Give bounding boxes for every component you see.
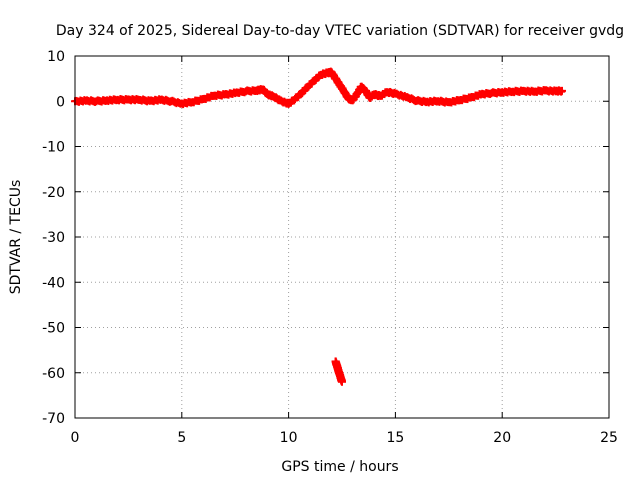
- chart-title: Day 324 of 2025, Sidereal Day-to-day VTE…: [56, 23, 624, 39]
- x-tick-label: 20: [493, 430, 511, 446]
- data-point: [338, 377, 346, 386]
- y-tick-label: -70: [42, 411, 65, 427]
- grid: [75, 56, 609, 418]
- x-axis-label: GPS time / hours: [281, 459, 398, 475]
- x-tick-label: 10: [280, 430, 298, 446]
- y-tick-label: -20: [42, 185, 65, 201]
- y-tick-label: -10: [42, 140, 65, 156]
- x-tick-label: 5: [177, 430, 186, 446]
- y-tick-label: -30: [42, 230, 65, 246]
- y-tick-label: -60: [42, 366, 65, 382]
- y-axis-label: SDTVAR / TECUs: [8, 180, 24, 295]
- x-tick-label: 15: [386, 430, 404, 446]
- y-tick-label: 10: [47, 49, 65, 65]
- plot-frame: [74, 55, 610, 419]
- y-tick-label: 0: [56, 94, 65, 110]
- x-tick-label: 25: [600, 430, 618, 446]
- y-tick-label: -40: [42, 275, 65, 291]
- y-tick-label: -50: [42, 321, 65, 337]
- x-tick-label: 0: [71, 430, 80, 446]
- data-point: [558, 86, 567, 95]
- data-points: [71, 67, 567, 386]
- ticks: 10 0 -10 -20 -30 -40 -50 -60 -70 0 5 10 15 20 25: [42, 49, 618, 446]
